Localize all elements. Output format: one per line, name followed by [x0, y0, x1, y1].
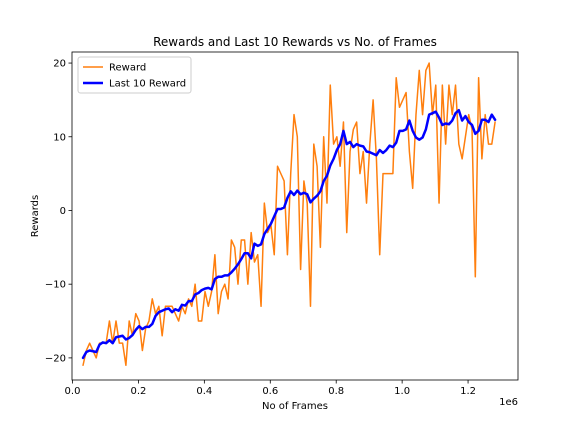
x-tick-label: 1.2 — [460, 386, 476, 397]
plot-frame — [71, 51, 519, 381]
x-tick-label: 0.8 — [328, 386, 344, 397]
y-tick-label: 20 — [53, 59, 66, 70]
series-line-last10 — [81, 108, 497, 360]
y-axis-label: Rewards — [30, 195, 41, 237]
y-tick-label: 0 — [60, 206, 66, 217]
x-tick-label: 1.0 — [394, 386, 410, 397]
x-axis-label: No of Frames — [262, 401, 328, 412]
x-tick-label: 0.4 — [196, 386, 212, 397]
x-axis: 0.0 0.2 0.4 0.6 0.8 1.0 1.2 — [65, 380, 476, 397]
chart-title: Rewards and Last 10 Rewards vs No. of Fr… — [153, 35, 437, 49]
x-axis-offset-label: 1e6 — [499, 397, 518, 408]
legend-label-last10: Last 10 Reward — [109, 79, 186, 90]
x-tick-label: 0.2 — [130, 386, 146, 397]
x-tick-label: 0.6 — [262, 386, 278, 397]
plot-area — [71, 51, 519, 381]
series-line-reward — [82, 62, 496, 367]
y-tick-label: −20 — [45, 353, 66, 364]
legend-box — [77, 56, 192, 94]
y-tick-label: 10 — [53, 132, 66, 143]
x-tick-label: 0.0 — [65, 386, 81, 397]
legend-label-reward: Reward — [109, 63, 146, 74]
legend: Reward Last 10 Reward — [77, 56, 192, 94]
y-axis: −20 −10 0 10 20 — [45, 59, 72, 364]
y-tick-label: −10 — [45, 280, 66, 291]
